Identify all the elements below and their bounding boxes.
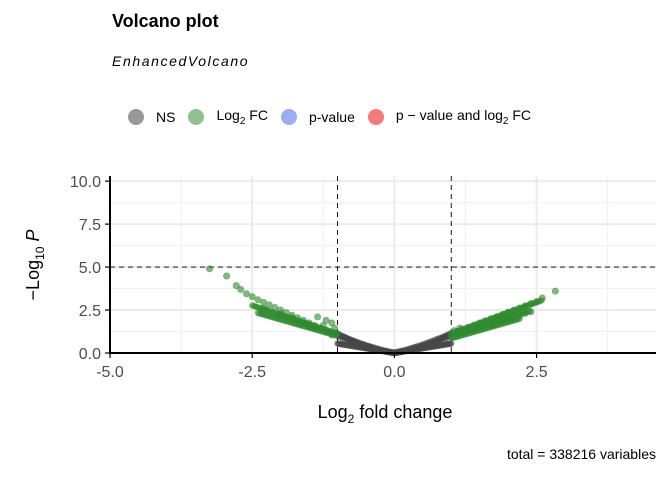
x-tick-label: 2.5 — [525, 364, 547, 381]
y-tick-label: 7.5 — [79, 217, 101, 234]
legend-key-ns — [128, 109, 144, 125]
legend-key-log2fc — [188, 108, 205, 125]
legend-item-both: p − value and log2 FC — [367, 107, 532, 127]
data-points — [206, 265, 559, 357]
legend-item-pvalue: p-value — [280, 109, 355, 125]
x-tick-label: 0.0 — [383, 364, 405, 381]
point-log2fc — [254, 296, 262, 304]
point-log2fc — [314, 313, 322, 321]
point-log2fc — [237, 285, 245, 293]
point-log2fc — [223, 272, 231, 280]
legend-key-pvalue — [280, 109, 297, 125]
y-tick-label: 5.0 — [79, 260, 101, 277]
point-log2fc — [551, 287, 559, 295]
point-log2fc — [243, 290, 251, 298]
x-tick-label: -5.0 — [96, 364, 124, 381]
x-axis-title: Log2 fold change — [318, 402, 453, 426]
legend-key-both — [367, 108, 384, 125]
x-tick-label: -2.5 — [238, 364, 266, 381]
point-log2fc — [538, 297, 545, 304]
legend-label-ns: NS — [156, 109, 176, 125]
legend-label-log2fc: Log2 FC — [216, 107, 268, 127]
point-log2fc — [232, 282, 240, 290]
chart-title: Volcano plot — [112, 11, 219, 31]
point-log2fc — [516, 315, 523, 323]
legend: NS Log2 FC p-value p − value and log2 FC — [128, 106, 544, 128]
y-axis-title: −Log10 P — [23, 230, 47, 301]
y-tick-label: 2.5 — [79, 303, 101, 320]
point-log2fc — [206, 265, 214, 273]
legend-label-both: p − value and log2 FC — [395, 107, 532, 127]
cutoff-lines — [110, 176, 656, 353]
chart-subtitle: EnhancedVolcano — [112, 53, 250, 69]
grid — [109, 176, 656, 354]
legend-item-log2fc: Log2 FC — [188, 107, 268, 127]
point-log2fc — [333, 332, 340, 339]
caption: total = 338216 variables — [506, 446, 656, 462]
legend-label-pvalue: p-value — [308, 109, 355, 125]
axes — [109, 176, 656, 354]
legend-item-ns: NS — [128, 109, 175, 125]
tick-labels: -5.0 -2.5 0.0 2.5 0.0 2.5 5.0 7.5 10.0 — [70, 174, 548, 381]
y-tick-label: 10.0 — [70, 174, 101, 191]
y-tick-label: 0.0 — [79, 346, 101, 363]
point-log2fc — [526, 307, 533, 315]
point-ns — [448, 340, 455, 347]
point-log2fc — [248, 293, 256, 301]
